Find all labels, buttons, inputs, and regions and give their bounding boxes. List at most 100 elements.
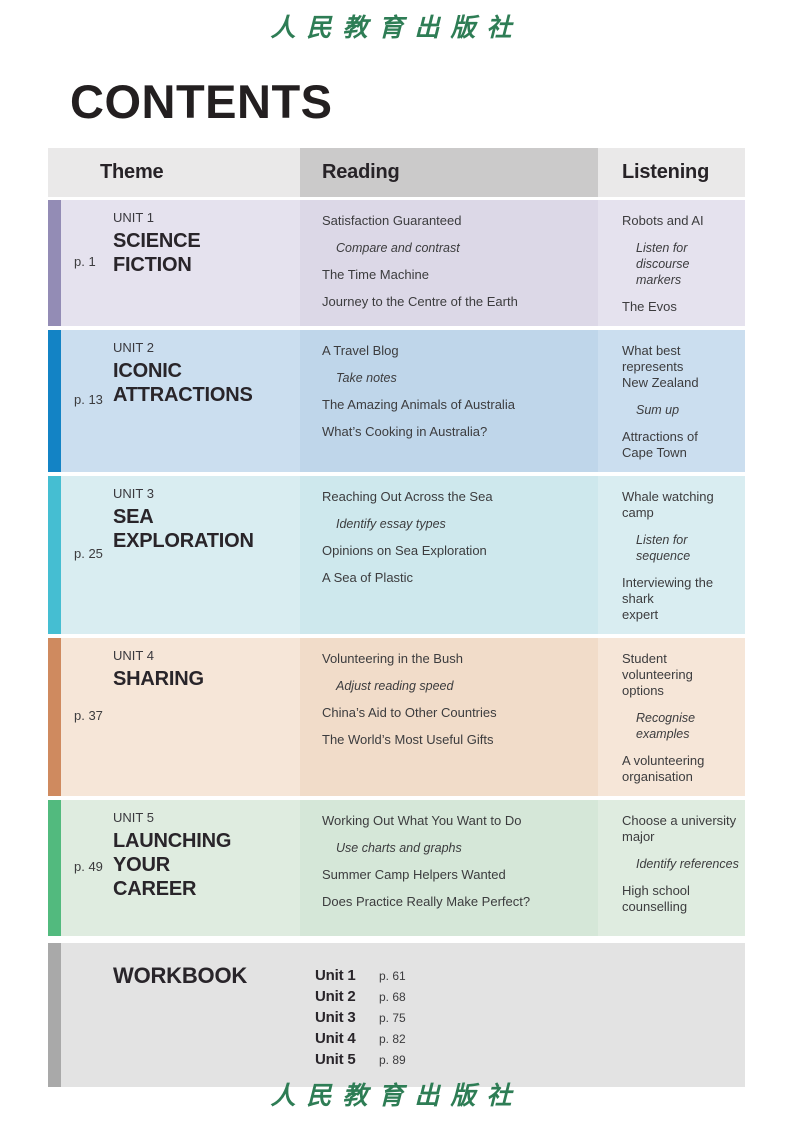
workbook-item: Unit 3 p. 75	[315, 1008, 406, 1028]
theme-cell: p. 1 UNIT 1 SCIENCE FICTION	[61, 200, 300, 326]
reading-item: Identify essay types	[336, 517, 446, 531]
workbook-unit-label: Unit 4	[315, 1030, 356, 1047]
workbook-unit-label: Unit 5	[315, 1051, 356, 1068]
listening-item: Listen for sequence	[636, 533, 691, 563]
theme-cell: p. 13 UNIT 2 ICONIC ATTRACTIONS	[61, 330, 300, 472]
reading-item: Volunteering in the Bush	[322, 651, 463, 666]
workbook-title: WORKBOOK	[113, 963, 248, 988]
listening-item: Identify references	[636, 857, 739, 871]
reading-item: Working Out What You Want to Do	[322, 813, 522, 828]
listening-cell: Choose a university major Identify refere…	[598, 800, 745, 936]
workbook-page-number: p. 68	[379, 990, 406, 1004]
unit-title: LAUNCHING YOUR CAREER	[113, 830, 232, 900]
workbook-item: Unit 4 p. 82	[315, 1029, 406, 1049]
listening-cell: What best represents New Zealand Sum up At…	[598, 330, 745, 472]
workbook-cell: WORKBOOK Unit 1 p. 61 Unit 2 p. 68 Unit 3 p. …	[61, 943, 745, 1087]
unit-label: UNIT 4	[113, 648, 154, 663]
workbook-list: Unit 1 p. 61 Unit 2 p. 68 Unit 3 p. 75 Unit 4 p…	[300, 943, 406, 1087]
workbook-item: Unit 2 p. 68	[315, 987, 406, 1007]
reading-item: The Amazing Animals of Australia	[322, 397, 515, 412]
unit-row: p. 13 UNIT 2 ICONIC ATTRACTIONS A Travel …	[48, 330, 745, 472]
unit-page-number: p. 49	[74, 859, 103, 874]
listening-item: What best represents New Zealand	[622, 343, 699, 390]
listening-cell: Robots and AI Listen for discourse marker…	[598, 200, 745, 326]
listening-cell: Whale watching camp Listen for sequence In…	[598, 476, 745, 634]
reading-item: What’s Cooking in Australia?	[322, 424, 488, 439]
workbook-item: Unit 5 p. 89	[315, 1050, 406, 1070]
unit-page-number: p. 25	[74, 546, 103, 561]
reading-item: Does Practice Really Make Perfect?	[322, 894, 531, 909]
unit-color-bar	[48, 330, 61, 472]
workbook-item: Unit 1 p. 61	[315, 966, 406, 986]
workbook-unit-label: Unit 2	[315, 988, 356, 1005]
header-listening: Listening	[598, 148, 745, 197]
header-theme: Theme	[48, 148, 300, 197]
reading-cell: Reaching Out Across the Sea Identify essa…	[300, 476, 598, 634]
theme-cell: p. 25 UNIT 3 SEA EXPLORATION	[61, 476, 300, 634]
listening-item: The Evos	[622, 299, 677, 314]
unit-title: SHARING	[113, 668, 204, 690]
unit-row: p. 49 UNIT 5 LAUNCHING YOUR CAREER Working…	[48, 800, 745, 936]
workbook-page-number: p. 61	[379, 969, 406, 983]
unit-title: SEA EXPLORATION	[113, 506, 254, 552]
publisher-logo-bottom: 人民教育出版社	[270, 1081, 523, 1110]
unit-title: SCIENCE FICTION	[113, 230, 201, 276]
workbook-page-number: p. 89	[379, 1053, 406, 1067]
unit-label: UNIT 2	[113, 340, 154, 355]
publisher-logo-top: 人民教育出版社	[270, 13, 523, 42]
reading-item: Take notes	[336, 371, 397, 385]
reading-item: A Sea of Plastic	[322, 570, 414, 585]
reading-item: China’s Aid to Other Countries	[322, 705, 497, 720]
workbook-page-number: p. 75	[379, 1011, 406, 1025]
theme-cell: p. 37 UNIT 4 SHARING	[61, 638, 300, 796]
units-container: p. 1 UNIT 1 SCIENCE FICTION Satisfaction …	[48, 200, 745, 936]
unit-page-number: p. 37	[74, 708, 103, 723]
listening-item: Interviewing the shark expert	[622, 575, 714, 622]
reading-item: Opinions on Sea Exploration	[322, 543, 487, 558]
table-header-row: Theme Reading Listening	[48, 148, 745, 197]
reading-item: Reaching Out Across the Sea	[322, 489, 493, 504]
unit-color-bar	[48, 638, 61, 796]
reading-cell: Working Out What You Want to Do Use chart…	[300, 800, 598, 936]
reading-item: Journey to the Centre of the Earth	[322, 294, 518, 309]
listening-item: A volunteering organisation	[622, 753, 705, 784]
unit-page-number: p. 13	[74, 392, 103, 407]
listening-item: Whale watching camp	[622, 489, 714, 520]
unit-label: UNIT 1	[113, 210, 154, 225]
reading-item: Summer Camp Helpers Wanted	[322, 867, 506, 882]
contents-table: Theme Reading Listening p. 1 UNIT 1 SCIE…	[48, 148, 745, 1087]
listening-item: Student volunteering options	[622, 651, 693, 698]
workbook-title-block: WORKBOOK	[61, 943, 300, 1087]
listening-cell: Student volunteering options Recognise ex…	[598, 638, 745, 796]
workbook-unit-label: Unit 3	[315, 1009, 356, 1026]
listening-item: Choose a university major	[622, 813, 737, 844]
listening-item: Robots and AI	[622, 213, 704, 228]
reading-item: Use charts and graphs	[336, 841, 462, 855]
theme-cell: p. 49 UNIT 5 LAUNCHING YOUR CAREER	[61, 800, 300, 936]
reading-item: Compare and contrast	[336, 241, 460, 255]
unit-color-bar	[48, 200, 61, 326]
page-title: CONTENTS	[70, 75, 333, 128]
reading-item: A Travel Blog	[322, 343, 399, 358]
listening-item: Sum up	[636, 403, 680, 417]
reading-item: The World’s Most Useful Gifts	[322, 732, 494, 747]
listening-item: Listen for discourse markers	[636, 241, 690, 287]
listening-item: High school counselling	[622, 883, 690, 914]
reading-cell: A Travel Blog Take notes The Amazing Anima…	[300, 330, 598, 472]
workbook-page-number: p. 82	[379, 1032, 406, 1046]
reading-item: The Time Machine	[322, 267, 429, 282]
unit-page-number: p. 1	[74, 254, 96, 269]
unit-row: p. 37 UNIT 4 SHARING Volunteering in the…	[48, 638, 745, 796]
workbook-color-bar	[48, 943, 61, 1087]
unit-label: UNIT 3	[113, 486, 154, 501]
reading-item: Satisfaction Guaranteed	[322, 213, 462, 228]
reading-cell: Volunteering in the Bush Adjust reading s…	[300, 638, 598, 796]
unit-row: p. 1 UNIT 1 SCIENCE FICTION Satisfaction …	[48, 200, 745, 326]
workbook-row: WORKBOOK Unit 1 p. 61 Unit 2 p. 68 Unit 3 p. …	[48, 943, 745, 1087]
unit-row: p. 25 UNIT 3 SEA EXPLORATION Reaching Out…	[48, 476, 745, 634]
listening-item: Attractions of Cape Town	[622, 429, 698, 460]
workbook-unit-label: Unit 1	[315, 967, 356, 984]
unit-color-bar	[48, 800, 61, 936]
listening-item: Recognise examples	[636, 711, 696, 741]
